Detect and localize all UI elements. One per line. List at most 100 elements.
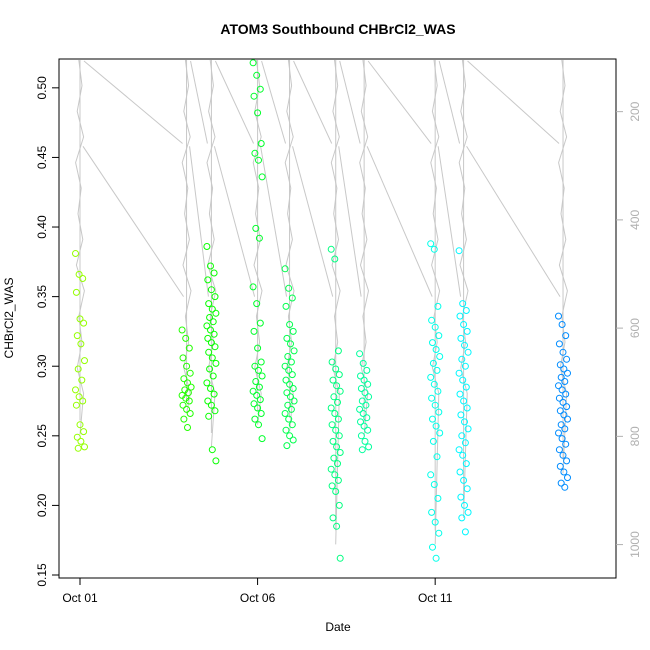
data-point — [209, 318, 217, 326]
data-point — [203, 322, 211, 330]
data-point — [327, 245, 335, 253]
data-point — [253, 71, 261, 79]
data-point — [564, 474, 571, 482]
data-point — [179, 401, 187, 409]
data-point — [461, 341, 468, 349]
data-point — [75, 393, 83, 401]
data-point — [336, 554, 344, 562]
data-point — [257, 140, 265, 147]
secondary-tick-label: 600 — [628, 318, 642, 338]
data-point — [283, 442, 291, 450]
data-point — [433, 366, 441, 374]
data-point — [556, 462, 564, 470]
data-point — [460, 397, 468, 405]
data-point — [557, 373, 565, 381]
secondary-tick-label: 200 — [628, 101, 642, 121]
data-point — [254, 404, 262, 412]
data-point — [455, 369, 463, 377]
data-point — [184, 389, 192, 397]
data-point — [359, 359, 367, 367]
data-point — [434, 302, 442, 310]
data-point — [290, 347, 298, 355]
data-point — [328, 358, 336, 366]
profile-line — [75, 59, 85, 435]
data-point — [207, 262, 214, 270]
data-point — [212, 457, 220, 465]
y-tick-label: 0.40 — [35, 215, 49, 239]
data-point — [281, 265, 289, 273]
data-point — [363, 414, 371, 422]
y-axis-label: CHBrCl2_WAS — [2, 278, 16, 359]
data-point — [431, 518, 439, 526]
data-point — [456, 390, 464, 398]
data-point — [558, 321, 566, 328]
data-point — [460, 321, 468, 328]
data-point — [559, 451, 567, 459]
data-point — [186, 369, 194, 377]
data-point — [556, 407, 564, 415]
data-point — [289, 385, 297, 392]
data-point — [562, 440, 570, 448]
data-point — [286, 432, 294, 440]
data-point — [335, 501, 343, 509]
data-point — [289, 327, 297, 335]
data-point — [559, 348, 567, 356]
data-point — [429, 359, 437, 367]
data-point — [204, 334, 212, 342]
transit-line — [82, 146, 184, 297]
data-point — [458, 355, 466, 363]
data-point — [562, 332, 570, 340]
data-point — [560, 365, 568, 373]
transit-line — [467, 60, 560, 144]
data-point — [186, 410, 194, 417]
data-point — [185, 344, 193, 352]
x-tick-label: Oct 01 — [62, 591, 98, 605]
data-point — [557, 421, 565, 429]
data-point — [455, 247, 463, 255]
data-point — [461, 439, 469, 447]
data-point — [461, 362, 469, 370]
data-point — [254, 109, 262, 117]
data-point — [433, 453, 441, 461]
data-point — [434, 387, 442, 395]
data-point — [204, 397, 212, 405]
data-point — [330, 454, 338, 462]
data-point — [207, 385, 214, 392]
data-point — [331, 471, 339, 479]
data-point — [559, 398, 567, 406]
axis-layer: 0.15 0.20 0.25 0.30 0.35 0.40 0.45 0.50 Oct 01 Oc… — [35, 76, 642, 605]
data-point — [365, 443, 373, 451]
data-point — [255, 383, 263, 391]
data-point — [360, 422, 368, 430]
data-point — [564, 369, 571, 377]
data-point — [187, 383, 195, 391]
data-point — [563, 355, 571, 363]
data-point — [206, 365, 214, 373]
plot-frame — [58, 58, 617, 579]
data-point — [463, 327, 471, 335]
data-point — [212, 309, 220, 317]
data-point — [558, 386, 566, 394]
data-point — [283, 389, 291, 397]
data-point — [428, 316, 436, 324]
data-point — [212, 359, 220, 367]
data-point — [331, 410, 339, 417]
transit-line — [367, 60, 432, 144]
data-point — [334, 476, 342, 484]
data-point — [461, 528, 469, 536]
data-point — [207, 326, 214, 334]
data-point-layer — [72, 59, 571, 562]
data-point — [205, 300, 213, 308]
transit-line — [261, 60, 287, 144]
data-point — [282, 302, 290, 310]
data-point — [211, 343, 219, 351]
data-point — [285, 415, 293, 423]
data-point — [459, 300, 467, 308]
data-point — [357, 385, 365, 392]
data-point — [364, 380, 372, 388]
data-point — [332, 426, 340, 434]
data-point — [456, 468, 464, 476]
data-point — [204, 276, 212, 284]
data-point — [430, 481, 438, 488]
